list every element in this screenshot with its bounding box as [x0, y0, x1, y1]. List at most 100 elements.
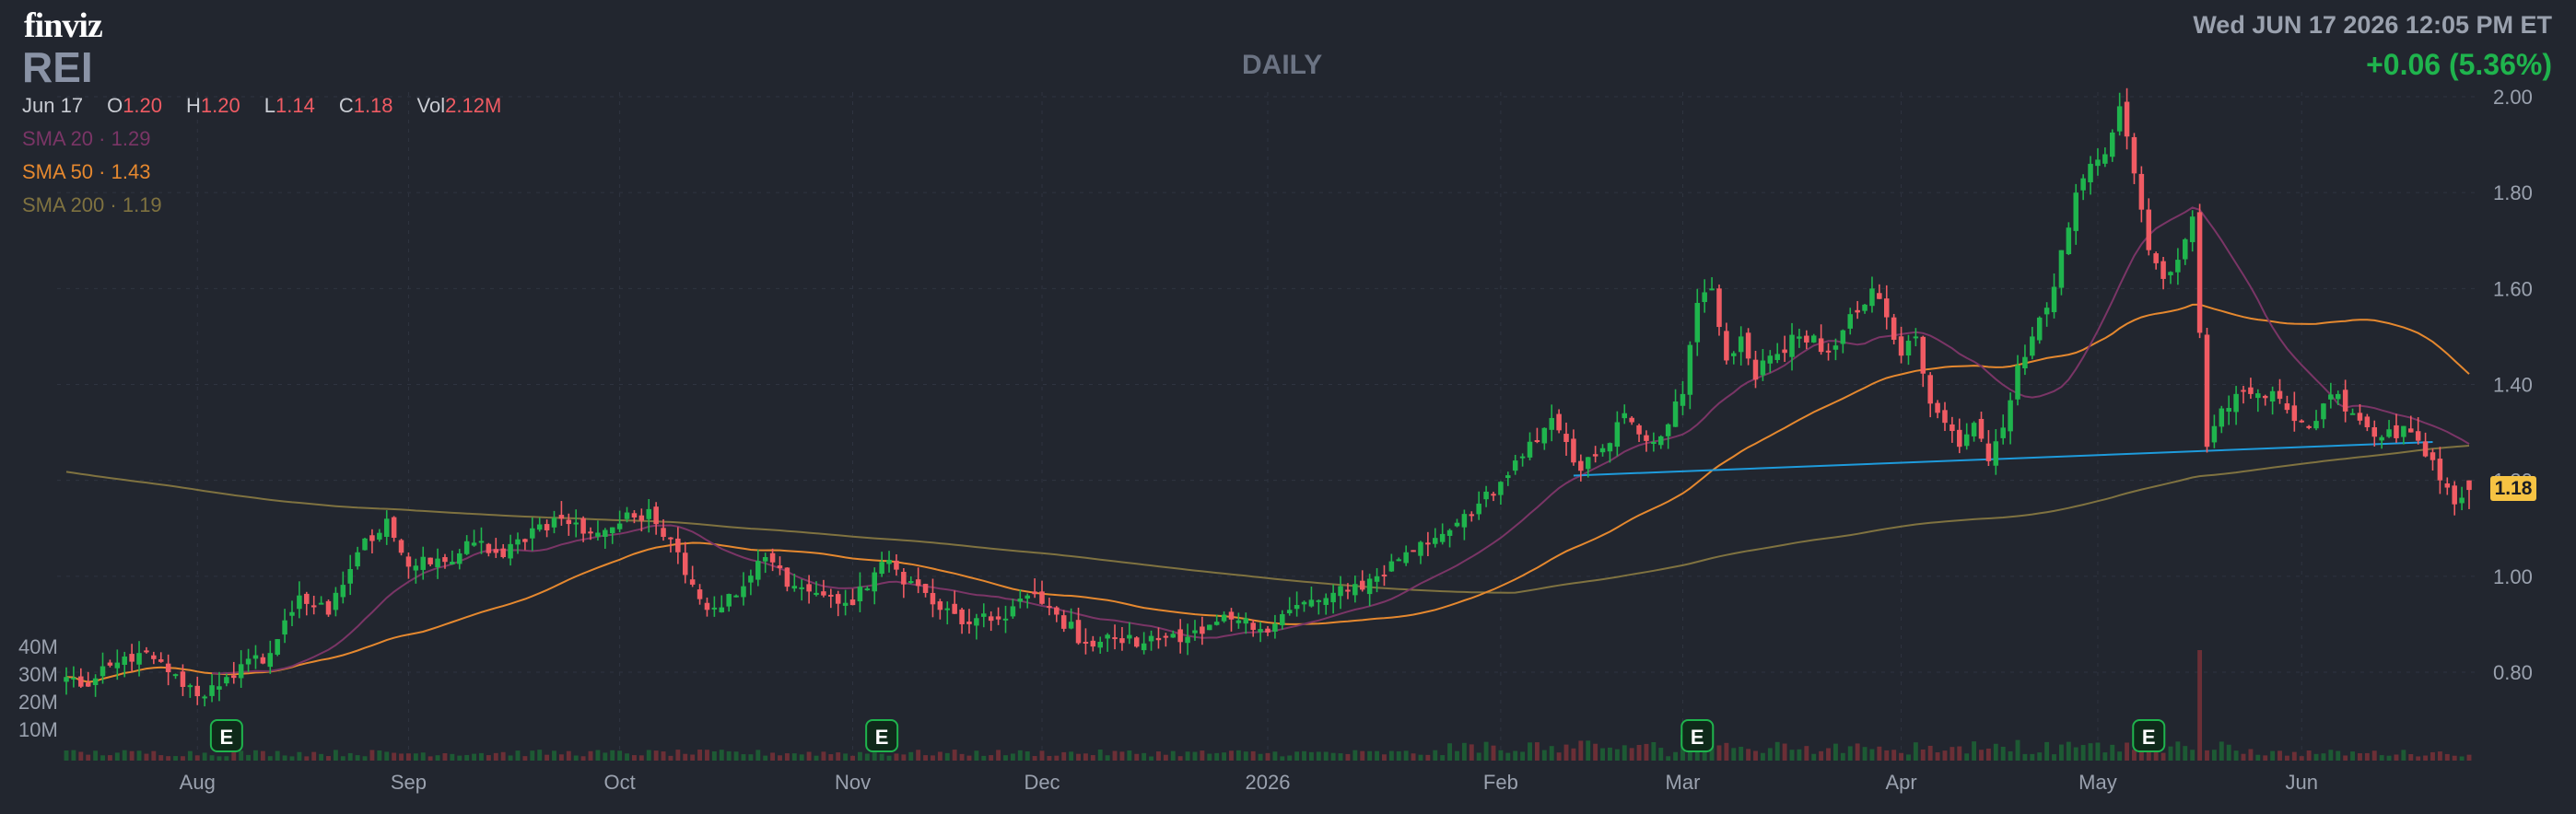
candle-body	[864, 588, 871, 591]
volume-bar	[1942, 750, 1948, 761]
finviz-logo[interactable]: finviz	[24, 6, 103, 45]
earnings-marker[interactable]: E	[865, 719, 899, 752]
candle-body	[1651, 442, 1657, 444]
sma200-label: SMA 200	[22, 193, 105, 216]
volume-bar	[311, 751, 317, 761]
sma200-legend[interactable]: SMA 200 · 1.19	[22, 193, 162, 216]
volume-bar	[1964, 753, 1970, 761]
volume-bar	[916, 750, 921, 761]
volume-bar	[1207, 753, 1212, 761]
candle-body	[981, 613, 987, 617]
volume-bar	[1388, 750, 1394, 761]
volume-value: 2.12M	[445, 94, 502, 117]
ticker-symbol[interactable]: REI	[22, 43, 93, 91]
candle-body	[267, 653, 274, 668]
candle-body	[2066, 227, 2072, 255]
volume-bar	[1149, 756, 1153, 761]
candle-body	[922, 584, 929, 593]
volume-bar	[770, 752, 776, 761]
volume-bar	[1913, 742, 1918, 761]
candle-body	[435, 558, 440, 568]
volume-bar	[1250, 750, 1256, 761]
candle-body	[1818, 338, 1824, 353]
volume-bar	[2248, 749, 2254, 761]
volume-bar	[959, 753, 965, 761]
volume-bar	[107, 755, 112, 761]
volume-bar	[2430, 751, 2435, 761]
date-tick-label: Aug	[180, 771, 216, 794]
candle-body	[405, 556, 412, 567]
candle-body	[1039, 591, 1045, 604]
volume-bar	[2117, 751, 2123, 761]
candle-body	[1760, 360, 1766, 376]
volume-bar	[2088, 743, 2093, 761]
candle-body	[1883, 298, 1890, 318]
candle-body	[2444, 483, 2451, 488]
earnings-marker[interactable]: E	[1680, 719, 1715, 752]
timeframe-label[interactable]: DAILY	[1242, 50, 1323, 80]
volume-bar	[1520, 751, 1526, 761]
volume-bar	[763, 755, 768, 761]
volume-bar	[603, 752, 608, 761]
date-tick-label: Oct	[604, 771, 636, 794]
volume-bar	[697, 750, 703, 761]
candle-body	[682, 552, 688, 576]
candle-body	[1068, 622, 1074, 629]
candle-body	[1950, 424, 1955, 432]
sma20-legend[interactable]: SMA 20 · 1.29	[22, 127, 151, 150]
volume-bar	[1235, 750, 1241, 761]
candle-body	[1549, 417, 1554, 430]
candle-body	[2415, 431, 2421, 441]
candle-body	[2386, 429, 2392, 437]
volume-bar	[1142, 752, 1147, 761]
volume-bar	[1090, 755, 1095, 761]
volume-bar	[158, 755, 164, 761]
candle-body	[1680, 393, 1686, 406]
volume-bar	[1789, 750, 1795, 761]
volume-bar	[1229, 750, 1234, 761]
volume-bar	[304, 756, 310, 761]
volume-bar	[1243, 751, 1248, 761]
high-value: 1.20	[200, 94, 240, 117]
candlesticks	[64, 87, 2472, 707]
candle-body	[377, 532, 382, 540]
earnings-marker[interactable]: E	[209, 719, 243, 752]
volume-bar	[427, 756, 433, 761]
candle-body	[1905, 341, 1912, 356]
candle-body	[2394, 424, 2399, 438]
candle-body	[2022, 356, 2028, 368]
trendline[interactable]	[1573, 441, 2433, 477]
sma50-legend[interactable]: SMA 50 · 1.43	[22, 160, 151, 183]
volume-bar	[1105, 755, 1110, 761]
volume-bar	[2423, 755, 2429, 761]
candle-body	[1527, 441, 1533, 458]
candle-body	[2051, 286, 2057, 313]
candle-body	[1105, 634, 1110, 639]
volume-bar	[638, 755, 644, 761]
volume-bar	[1338, 753, 1343, 761]
volume-bar	[457, 755, 463, 761]
candle-body	[1599, 448, 1606, 453]
candle-body	[78, 676, 84, 687]
date-tick-label: Jun	[2285, 771, 2317, 794]
candle-body	[1774, 354, 1780, 360]
volume-bar	[2328, 750, 2334, 761]
volume-bar	[1010, 753, 1015, 761]
volume-bar	[1054, 755, 1060, 761]
volume-bar	[2466, 754, 2472, 761]
sma50-label: SMA 50	[22, 160, 94, 183]
candle-body	[450, 562, 455, 565]
chart-grid	[57, 92, 2478, 761]
volume-bar	[267, 756, 273, 761]
volume-label: Vol	[416, 94, 446, 117]
candle-body	[1869, 288, 1875, 307]
volume-bar	[1316, 751, 1321, 761]
candle-body	[2073, 192, 2078, 231]
earnings-marker[interactable]: E	[2132, 719, 2166, 752]
volume-bar	[2364, 752, 2370, 761]
date-tick-label: Mar	[1666, 771, 1701, 794]
candle-body	[1709, 288, 1715, 291]
candle-body	[675, 538, 681, 552]
